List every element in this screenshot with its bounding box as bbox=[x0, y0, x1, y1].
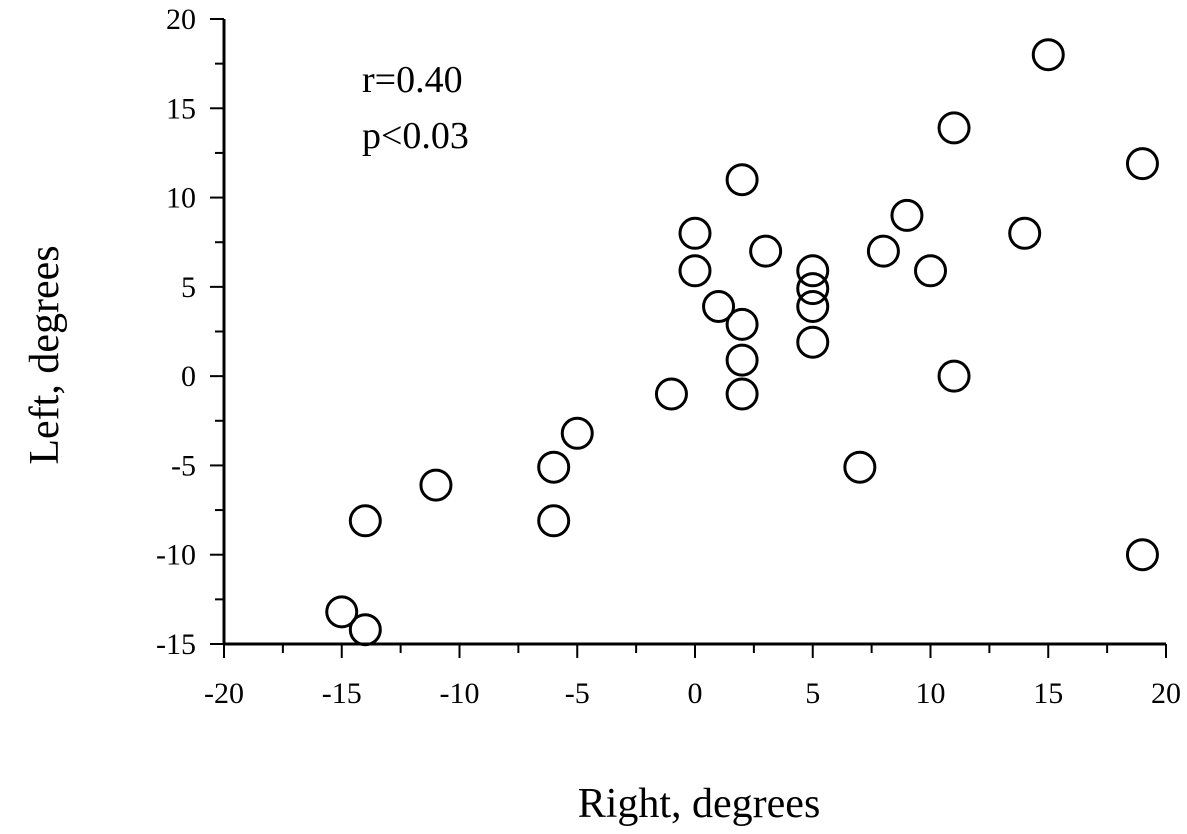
data-point bbox=[725, 343, 759, 377]
data-point bbox=[890, 198, 924, 232]
data-point bbox=[325, 595, 359, 629]
x-tick-label: 10 bbox=[916, 677, 946, 710]
data-point bbox=[1125, 147, 1159, 181]
axes bbox=[222, 19, 1166, 646]
data-point bbox=[725, 377, 759, 411]
y-tick-label: -15 bbox=[156, 628, 196, 661]
data-point bbox=[914, 254, 947, 288]
y-tick-label: 20 bbox=[166, 3, 196, 36]
data-point bbox=[678, 216, 712, 250]
data-point bbox=[796, 325, 830, 359]
data-point bbox=[419, 468, 453, 502]
data-point bbox=[654, 377, 688, 411]
x-tick-label: 5 bbox=[805, 677, 820, 710]
x-axis-title: Right, degrees bbox=[578, 781, 821, 827]
data-point bbox=[348, 504, 382, 538]
y-tick-label: -5 bbox=[171, 449, 196, 482]
x-tick-label: -15 bbox=[322, 677, 362, 710]
data-point bbox=[1008, 216, 1042, 250]
data-point bbox=[725, 307, 759, 341]
data-point bbox=[1125, 538, 1159, 572]
data-point bbox=[796, 272, 830, 306]
data-point bbox=[537, 504, 571, 538]
data-point bbox=[866, 234, 900, 268]
y-tick-label: 5 bbox=[181, 271, 196, 304]
data-point bbox=[678, 254, 712, 288]
y-axis-title: Left, degrees bbox=[22, 245, 68, 464]
x-tick-label: -10 bbox=[440, 677, 480, 710]
data-point bbox=[537, 450, 571, 484]
data-point bbox=[749, 234, 783, 268]
data-point bbox=[348, 613, 382, 647]
y-tick-label: 15 bbox=[166, 92, 196, 125]
data-point bbox=[843, 450, 877, 484]
x-tick-label: 20 bbox=[1151, 677, 1181, 710]
y-tick-label: 10 bbox=[166, 182, 196, 215]
data-point bbox=[796, 254, 830, 288]
y-tick-label: 0 bbox=[181, 360, 196, 393]
data-points bbox=[325, 38, 1159, 647]
x-tick-label: -5 bbox=[565, 677, 590, 710]
data-point bbox=[702, 290, 736, 323]
data-point bbox=[1031, 38, 1065, 72]
x-tick-label: 0 bbox=[688, 677, 703, 710]
y-tick-label: -10 bbox=[156, 539, 196, 572]
data-point bbox=[796, 290, 830, 323]
p-value-annotation: p<0.03 bbox=[362, 115, 469, 157]
data-point bbox=[937, 111, 971, 145]
data-point bbox=[560, 416, 594, 450]
correlation-annotation: r=0.40 bbox=[362, 59, 463, 101]
x-tick-label: 15 bbox=[1033, 677, 1063, 710]
x-tick-label: -20 bbox=[204, 677, 244, 710]
data-point bbox=[937, 359, 971, 393]
ticks bbox=[210, 18, 1167, 658]
data-point bbox=[725, 163, 759, 197]
